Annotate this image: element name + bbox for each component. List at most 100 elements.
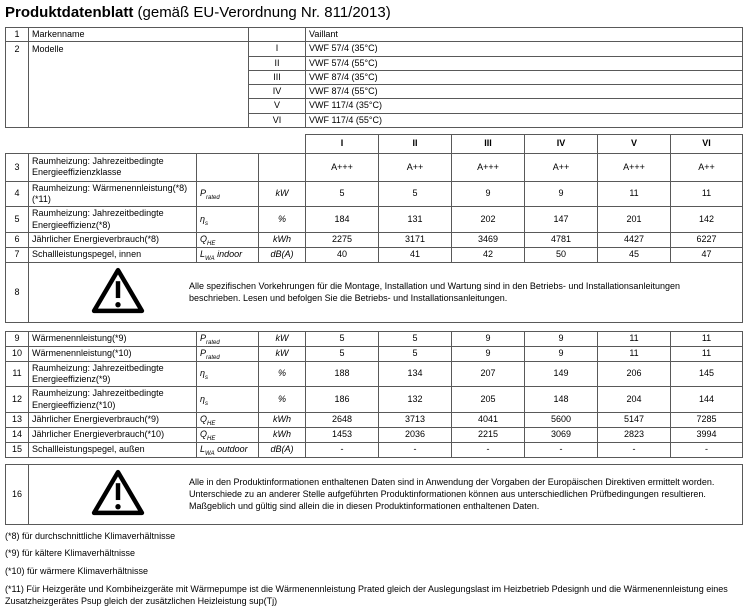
row-symbol: Prated <box>196 345 259 362</box>
warning-content: Alle in den Produktinformationen enthalt… <box>28 463 743 525</box>
warning-triangle-icon <box>91 267 145 317</box>
row-label: Wärmenennleistung(*9) <box>28 330 197 347</box>
row-unit <box>258 152 306 182</box>
warning-inner: Alle in den Produktinformationen enthalt… <box>30 469 733 519</box>
row-number: 7 <box>5 246 29 263</box>
value-cell: - <box>670 441 743 458</box>
value-cell: A+++ <box>597 152 671 182</box>
model-roman: IV <box>248 83 306 100</box>
value-cell: 3994 <box>670 426 743 443</box>
row-symbol: QHE <box>196 231 259 248</box>
header-spacer <box>6 134 29 153</box>
column-header: III <box>451 133 525 154</box>
row-unit: % <box>258 386 306 413</box>
table-row: 7 Schallleistungspegel, innen LWA indoor dB… <box>5 246 743 263</box>
model-row: III VWF 87/4 (35°C) <box>6 69 743 86</box>
page-title: Produktdatenblatt (gemäß EU-Verordnung N… <box>5 4 742 21</box>
value-cell: 5 <box>378 180 452 208</box>
row-number: 6 <box>5 231 29 248</box>
value-cell: 201 <box>597 206 671 233</box>
value-cell: 149 <box>524 360 598 388</box>
value-cell: 11 <box>670 180 743 208</box>
row-number: 5 <box>5 206 29 233</box>
row-unit: % <box>258 206 306 233</box>
row-symbol <box>196 152 259 182</box>
disclaimer-table: 16 Alle in den Produktinformationen entha… <box>5 463 743 525</box>
row-label: Jährlicher Energieverbrauch(*9) <box>28 411 197 428</box>
value-cell: 5 <box>378 345 452 362</box>
value-cell: 207 <box>451 360 525 388</box>
value-cell: 184 <box>305 206 379 233</box>
space-heating-data-table: I II III IV V VI 3 Raumheizung: Jahrezeitbeding… <box>5 133 743 323</box>
row-unit: kWh <box>258 426 306 443</box>
value-cell: 3069 <box>524 426 598 443</box>
value-cell: 3713 <box>378 411 452 428</box>
value-cell: 2275 <box>305 231 379 248</box>
value-cell: 5 <box>378 330 452 347</box>
row-number: 9 <box>5 330 29 347</box>
row-label: Jährlicher Energieverbrauch(*8) <box>28 231 197 248</box>
value-cell: 202 <box>451 206 525 233</box>
warning-row: 8 Alle spezifischen Vorkehrungen für die … <box>5 261 743 323</box>
row-symbol: ηs <box>196 386 259 413</box>
brand-row: 1 Markenname Vaillant <box>5 26 743 43</box>
value-cell: 50 <box>524 246 598 263</box>
row-unit: kWh <box>258 231 306 248</box>
page-title-regulation: (gemäß EU-Verordnung Nr. 811/2013) <box>133 4 391 21</box>
row-number: 1 <box>5 26 29 43</box>
brand-value: Vaillant <box>305 26 743 43</box>
row-label: Raumheizung: Jahrezeitbedingte Energieef… <box>28 206 197 233</box>
row-number: 16 <box>5 463 29 525</box>
footnote: (*8) für durchschnittliche Klimaverhältn… <box>5 530 176 541</box>
row-number: 2 <box>5 41 29 128</box>
brand-label: Markenname <box>28 26 249 43</box>
value-cell: 5147 <box>597 411 671 428</box>
row-label: Raumheizung: Jahrezeitbedingte Energieef… <box>28 152 197 182</box>
row-number: 13 <box>5 411 29 428</box>
value-cell: 2823 <box>597 426 671 443</box>
value-cell: 9 <box>524 330 598 347</box>
value-cell: 40 <box>305 246 379 263</box>
header-spacer <box>259 134 306 153</box>
value-cell: 144 <box>670 386 743 413</box>
warning-text: Alle in den Produktinformationen enthalt… <box>189 477 715 512</box>
row-label: Raumheizung: Jahrezeitbedingte Energieef… <box>28 360 197 388</box>
row-label: Wärmenennleistung(*10) <box>28 345 197 362</box>
row-symbol: Prated <box>196 180 259 208</box>
warning-triangle-icon <box>91 268 145 314</box>
value-cell: 11 <box>670 345 743 362</box>
table-row: 6 Jährlicher Energieverbrauch(*8) QHE kWh 22… <box>5 231 743 248</box>
model-name: VWF 117/4 (35°C) <box>305 98 743 114</box>
row-number: 12 <box>5 386 29 413</box>
value-cell: 9 <box>451 180 525 208</box>
model-roman: VI <box>248 112 306 128</box>
row-unit: dB(A) <box>258 441 306 458</box>
row-symbol: QHE <box>196 426 259 443</box>
row-number: 10 <box>5 345 29 362</box>
column-header: II <box>378 133 452 154</box>
table-row: 13 Jährlicher Energieverbrauch(*9) QHE kWh 2… <box>5 411 743 428</box>
value-cell: 11 <box>597 180 671 208</box>
value-cell: 2215 <box>451 426 525 443</box>
value-cell: 5 <box>305 330 379 347</box>
value-cell: 2036 <box>378 426 452 443</box>
value-cell: 147 <box>524 206 598 233</box>
model-name: VWF 57/4 (55°C) <box>305 55 743 71</box>
value-cell: - <box>451 441 525 458</box>
row-symbol: ηs <box>196 360 259 388</box>
warning-content: Alle spezifischen Vorkehrungen für die M… <box>28 261 743 323</box>
row-unit: kWh <box>258 411 306 428</box>
value-cell: 2648 <box>305 411 379 428</box>
row-label: Jährlicher Energieverbrauch(*10) <box>28 426 197 443</box>
model-roman: I <box>248 41 306 57</box>
value-cell: 4781 <box>524 231 598 248</box>
table-row: 3 Raumheizung: Jahrezeitbedingte Energiee… <box>5 152 743 182</box>
column-header-row: I II III IV V VI <box>6 133 743 154</box>
table-row: 14 Jährlicher Energieverbrauch(*10) QHE kWh… <box>5 426 743 443</box>
row-symbol: QHE <box>196 411 259 428</box>
value-cell: 11 <box>597 345 671 362</box>
value-cell: 148 <box>524 386 598 413</box>
value-cell: 11 <box>670 330 743 347</box>
table-row: 9 Wärmenennleistung(*9) Prated kW 5 5 9 9 11 11 <box>5 330 743 347</box>
value-cell: 204 <box>597 386 671 413</box>
